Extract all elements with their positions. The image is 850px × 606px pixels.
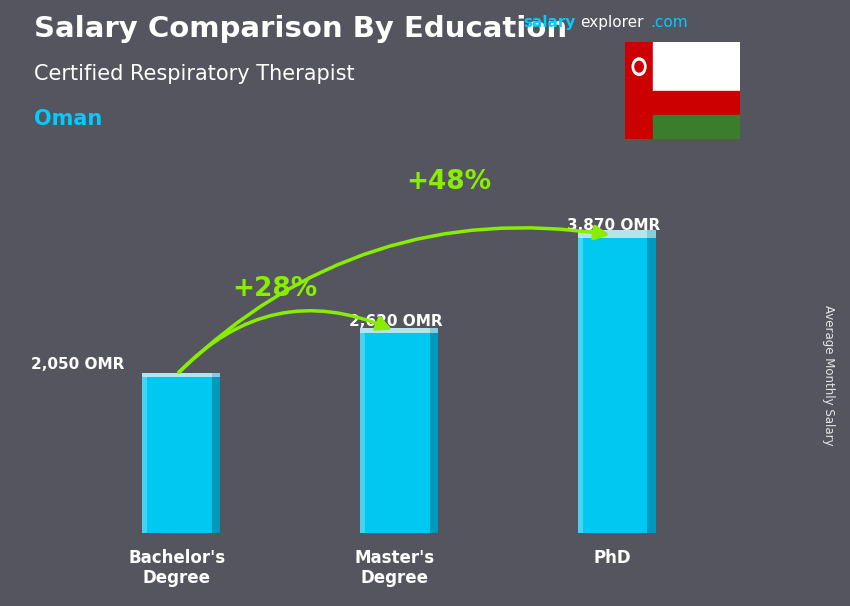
Bar	[648, 230, 655, 238]
Text: PhD: PhD	[593, 548, 632, 567]
FancyArrowPatch shape	[178, 311, 388, 372]
Bar	[625, 42, 654, 139]
Bar	[578, 238, 582, 533]
Text: Master's
Degree: Master's Degree	[354, 548, 435, 587]
Bar	[360, 333, 365, 533]
Text: Average Monthly Salary: Average Monthly Salary	[822, 305, 836, 446]
Text: 3,870 OMR: 3,870 OMR	[567, 218, 660, 233]
Text: salary: salary	[523, 15, 575, 30]
Circle shape	[632, 58, 646, 75]
Bar	[360, 333, 429, 533]
Text: 2,620 OMR: 2,620 OMR	[349, 314, 443, 329]
Bar	[648, 238, 655, 533]
Text: Bachelor's
Degree: Bachelor's Degree	[128, 548, 225, 587]
Bar	[578, 230, 648, 238]
Bar	[429, 333, 438, 533]
Circle shape	[635, 61, 643, 72]
Text: 2,050 OMR: 2,050 OMR	[31, 358, 125, 373]
FancyArrowPatch shape	[178, 227, 606, 373]
Bar	[142, 377, 212, 533]
Text: Oman: Oman	[34, 109, 102, 129]
Bar	[142, 377, 147, 533]
Bar	[429, 328, 438, 333]
Bar	[360, 328, 429, 333]
Text: +28%: +28%	[232, 276, 318, 302]
Bar	[142, 373, 212, 377]
Text: Salary Comparison By Education: Salary Comparison By Education	[34, 15, 567, 43]
Text: Certified Respiratory Therapist: Certified Respiratory Therapist	[34, 64, 354, 84]
Bar	[578, 238, 648, 533]
Bar	[654, 42, 740, 91]
Bar	[212, 377, 220, 533]
Bar	[654, 91, 740, 115]
Text: explorer: explorer	[581, 15, 644, 30]
Text: .com: .com	[650, 15, 688, 30]
Bar	[654, 115, 740, 139]
Bar	[212, 373, 220, 377]
Text: +48%: +48%	[406, 169, 492, 195]
